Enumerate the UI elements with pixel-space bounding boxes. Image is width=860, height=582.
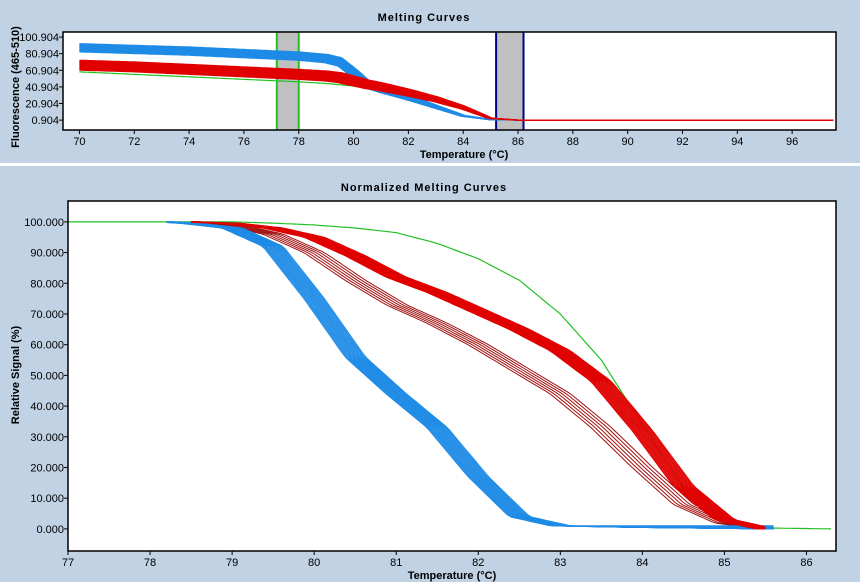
y-tick-label: 90.000 [30, 248, 64, 260]
curve-dark_red[interactable] [191, 221, 766, 528]
x-tick-label: 90 [622, 136, 634, 148]
x-tick-label: 80 [308, 557, 320, 569]
x-tick-label: 78 [144, 557, 156, 569]
plot-border [67, 200, 837, 552]
x-tick-label: 74 [183, 136, 195, 148]
y-tick-label: 50.000 [30, 370, 64, 382]
curve-dark_red[interactable] [191, 222, 766, 530]
x-tick-label: 81 [390, 557, 402, 569]
analysis-region-blue[interactable] [496, 32, 524, 130]
y-tick-label: 80.000 [30, 278, 64, 290]
y-tick-label: 100.904 [19, 32, 59, 44]
y-tick-label: 70.000 [30, 309, 64, 321]
curve-red[interactable] [79, 59, 834, 121]
panel-separator[interactable] [0, 163, 860, 166]
x-tick-label: 85 [718, 557, 730, 569]
x-tick-label: 76 [238, 136, 250, 148]
plot-border [62, 31, 837, 131]
x-tick-label: 88 [567, 136, 579, 148]
curve-red[interactable] [191, 221, 766, 528]
x-tick-label: 96 [786, 136, 798, 148]
x-tick-label: 80 [347, 136, 359, 148]
curve-dark_red[interactable] [191, 221, 766, 530]
y-tick-label: 40.904 [25, 82, 59, 94]
plot-area [68, 201, 836, 551]
x-tick-label: 82 [472, 557, 484, 569]
curve-blue[interactable] [166, 221, 774, 527]
bottom-chart-xlabel: Temperature (°C) [408, 570, 497, 582]
curves [68, 221, 832, 530]
x-tick-label: 72 [128, 136, 140, 148]
x-tick-label: 86 [512, 136, 524, 148]
x-tick-label: 77 [62, 557, 74, 569]
melting-curves-plot[interactable]: 70 72 74 76 78 80 82 84 86 88 90 92 94 96 100.904 80.90… [19, 31, 837, 148]
x-tick-label: 83 [554, 557, 566, 569]
x-tick-label: 92 [676, 136, 688, 148]
curve-dark_red[interactable] [191, 221, 766, 530]
curves [79, 32, 834, 130]
top-chart-xlabel: Temperature (°C) [420, 149, 509, 161]
y-tick-label: 30.000 [30, 432, 64, 444]
normalized-melting-curves-plot[interactable]: 77 78 79 80 81 82 83 84 85 86 100.000 90.000 80.000 7… [24, 200, 837, 569]
y-tick-label: 80.904 [25, 49, 59, 61]
y-tick-label: 20.904 [25, 99, 59, 111]
x-tick-label: 79 [226, 557, 238, 569]
curve-blue[interactable] [166, 221, 774, 528]
x-tick-label: 78 [293, 136, 305, 148]
top-chart-ylabel: Fluorescence (465-510) [10, 26, 22, 148]
top-chart-title: Melting Curves [378, 12, 471, 24]
y-tick-label: 60.904 [25, 65, 59, 77]
curve-dark_red[interactable] [191, 221, 766, 530]
y-tick-label: 0.000 [36, 524, 64, 536]
y-tick-label: 10.000 [30, 493, 64, 505]
y-tick-label: 20.000 [30, 462, 64, 474]
x-tick-label: 84 [636, 557, 648, 569]
y-tick-label: 40.000 [30, 401, 64, 413]
x-tick-label: 94 [731, 136, 743, 148]
bottom-chart-title: Normalized Melting Curves [341, 182, 507, 194]
curve-dark_red[interactable] [191, 221, 766, 529]
bottom-chart-ylabel: Relative Signal (%) [10, 325, 22, 424]
x-tick-label: 86 [800, 557, 812, 569]
x-tick-label: 70 [73, 136, 85, 148]
x-tick-label: 82 [402, 136, 414, 148]
y-tick-label: 60.000 [30, 340, 64, 352]
y-tick-label: 100.000 [24, 217, 64, 229]
y-tick-label: 0.904 [31, 115, 59, 127]
x-tick-label: 84 [457, 136, 469, 148]
